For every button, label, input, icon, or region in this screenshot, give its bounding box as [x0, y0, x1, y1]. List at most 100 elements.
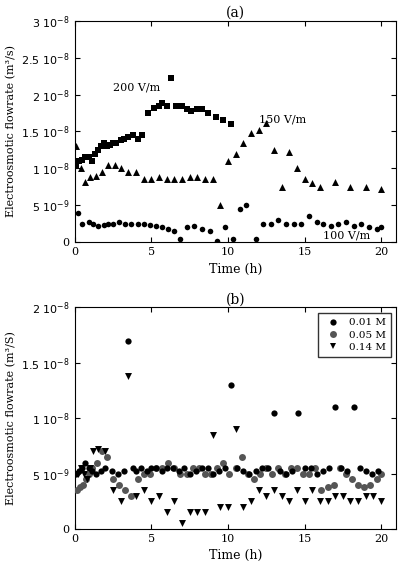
- Point: [313, 217, 319, 226]
- Point: [377, 185, 383, 194]
- Point: [365, 223, 371, 232]
- Point: [293, 164, 299, 173]
- Point: [301, 497, 307, 506]
- Point: [82, 458, 89, 467]
- Point: [207, 469, 214, 478]
- Point: [262, 491, 269, 500]
- Point: [93, 458, 100, 467]
- Point: [99, 168, 105, 177]
- Point: [90, 447, 96, 456]
- Point: [243, 201, 249, 210]
- Point: [259, 219, 266, 228]
- Point: [177, 469, 183, 478]
- Point: [156, 101, 162, 110]
- Point: [80, 480, 86, 489]
- Point: [107, 140, 113, 149]
- Point: [198, 463, 205, 473]
- Point: [270, 408, 276, 417]
- Point: [221, 463, 227, 473]
- Point: [354, 497, 360, 506]
- Point: [152, 463, 159, 473]
- Point: [128, 219, 134, 228]
- Point: [120, 134, 127, 143]
- Point: [213, 236, 220, 245]
- Point: [229, 234, 235, 243]
- Point: [220, 116, 226, 125]
- Point: [120, 467, 127, 476]
- Point: [125, 336, 131, 345]
- Point: [76, 467, 82, 476]
- Point: [111, 160, 117, 169]
- Point: [158, 99, 165, 108]
- Point: [325, 463, 332, 473]
- Point: [349, 403, 356, 412]
- Point: [75, 208, 81, 217]
- Point: [74, 486, 80, 495]
- Point: [77, 164, 84, 173]
- Point: [354, 480, 360, 489]
- Point: [294, 408, 301, 417]
- Point: [148, 175, 154, 184]
- Point: [247, 128, 253, 137]
- Title: (b): (b): [225, 293, 245, 306]
- Point: [342, 469, 348, 478]
- Point: [239, 502, 246, 511]
- Point: [204, 463, 211, 473]
- Point: [198, 224, 205, 233]
- Point: [143, 467, 150, 476]
- Point: [236, 204, 243, 214]
- Point: [146, 221, 153, 230]
- Point: [330, 480, 336, 489]
- Point: [117, 497, 124, 506]
- Point: [83, 475, 90, 484]
- Point: [163, 463, 170, 473]
- Point: [139, 131, 145, 140]
- Point: [178, 175, 185, 184]
- Point: [262, 118, 269, 127]
- Point: [125, 168, 131, 177]
- Point: [180, 463, 186, 473]
- Point: [256, 469, 263, 478]
- Point: [156, 173, 162, 182]
- Point: [186, 508, 192, 517]
- Point: [163, 175, 170, 184]
- Point: [76, 156, 82, 165]
- Point: [125, 133, 131, 142]
- Point: [130, 463, 136, 473]
- Point: [342, 217, 348, 226]
- Point: [348, 475, 354, 484]
- Point: [324, 482, 330, 491]
- Point: [293, 463, 299, 473]
- Point: [140, 469, 146, 478]
- Point: [100, 138, 107, 147]
- Point: [132, 491, 139, 500]
- Point: [188, 106, 194, 115]
- Point: [130, 131, 136, 140]
- Point: [209, 469, 215, 478]
- Point: [115, 480, 122, 489]
- Point: [109, 219, 116, 228]
- Point: [215, 467, 221, 476]
- Point: [73, 160, 79, 169]
- Point: [186, 173, 192, 182]
- Point: [103, 141, 110, 151]
- Point: [102, 463, 108, 473]
- Point: [366, 480, 373, 489]
- Point: [308, 486, 315, 495]
- Point: [152, 222, 159, 231]
- Point: [204, 108, 211, 118]
- Point: [109, 475, 116, 484]
- Point: [305, 469, 312, 478]
- Point: [346, 497, 353, 506]
- Point: [377, 497, 383, 506]
- Point: [189, 463, 195, 473]
- Point: [134, 475, 140, 484]
- Point: [213, 463, 220, 473]
- Text: 200 V/m: 200 V/m: [113, 83, 160, 93]
- Point: [194, 508, 200, 517]
- Point: [97, 467, 104, 476]
- Point: [85, 153, 91, 162]
- Point: [362, 182, 368, 191]
- Point: [85, 463, 91, 473]
- Point: [183, 469, 189, 478]
